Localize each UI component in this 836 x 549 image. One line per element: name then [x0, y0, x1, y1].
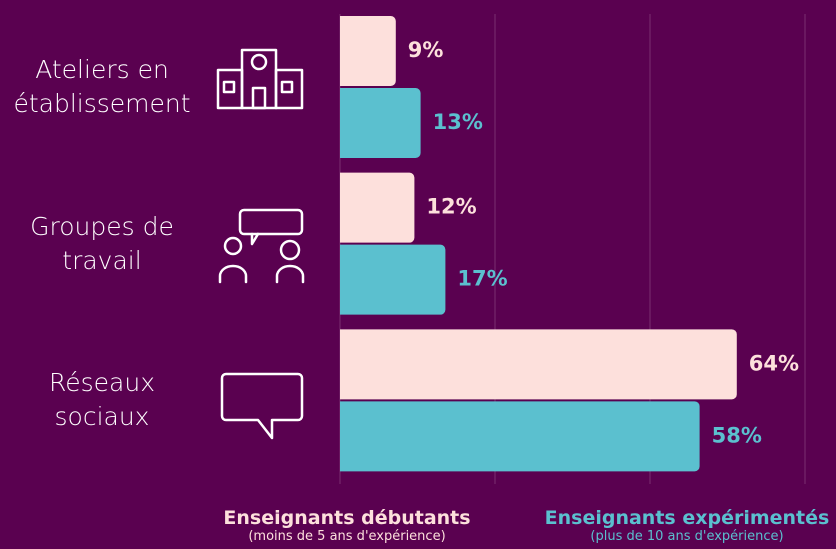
value-label: 9%: [408, 38, 444, 62]
bar: [340, 172, 415, 243]
value-label: 64%: [749, 351, 799, 375]
category-label: Réseaux sociaux: [49, 368, 155, 432]
bar: [340, 88, 421, 158]
legend-item: Enseignants débutants (moins de 5 ans d'…: [187, 507, 507, 544]
bar: [340, 329, 737, 400]
legend-item: Enseignants expérimentés (plus de 10 ans…: [527, 507, 836, 544]
legend-label: Enseignants débutants: [223, 507, 471, 529]
legend-note: (moins de 5 ans d'expérience): [248, 529, 446, 544]
bar: [339, 401, 700, 472]
value-label: 58%: [712, 423, 762, 447]
category-label: Groupes de travail: [30, 211, 174, 275]
value-label: 13%: [433, 110, 483, 134]
icon-school: [216, 48, 304, 110]
icon-chat: [220, 372, 304, 440]
bar: [340, 16, 396, 86]
icon-group: [218, 208, 305, 284]
category-label: Ateliers en établissement: [13, 55, 191, 118]
bar: [340, 244, 446, 315]
value-label: 12%: [426, 195, 476, 219]
value-label: 17%: [457, 267, 507, 291]
legend-label: Enseignants expérimentés: [544, 507, 830, 529]
legend-note: (plus de 10 ans d'expérience): [590, 529, 784, 544]
